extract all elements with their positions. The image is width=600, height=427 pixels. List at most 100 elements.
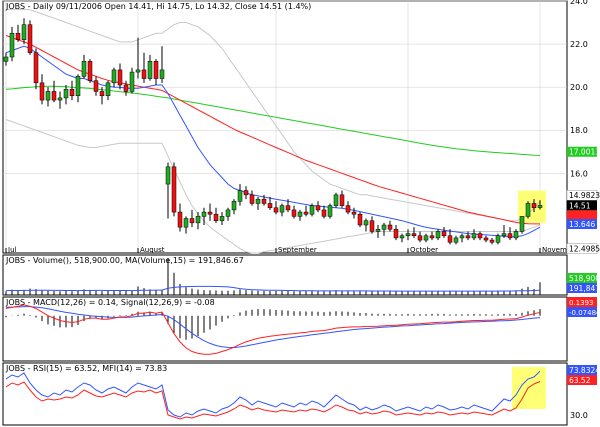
candle-body — [87, 61, 93, 81]
price-y-tick-label: 22.0 — [570, 40, 588, 49]
candle-body — [177, 211, 183, 228]
candle-body — [207, 211, 213, 215]
price-x-ticks: Jul August September October November — [5, 246, 579, 254]
price-right-label-box — [567, 200, 597, 211]
candle-body — [399, 235, 405, 239]
candle-body — [477, 233, 483, 239]
candle-body — [9, 33, 15, 58]
candle-body — [63, 89, 69, 99]
candle-body — [273, 207, 279, 213]
candle-body — [387, 224, 393, 230]
candle-body — [93, 80, 99, 92]
candle-body — [243, 190, 249, 196]
bollinger-upper-line — [6, 9, 541, 222]
candle-body — [423, 235, 429, 241]
price-y-tick-label: 24.0 — [570, 0, 588, 6]
macd-lines — [5, 304, 541, 355]
price-plot-area — [2, 0, 568, 254]
candle-body — [315, 205, 321, 211]
candle-body — [417, 235, 423, 241]
candle-body — [297, 211, 303, 217]
candle-body — [213, 213, 219, 221]
candle-body — [339, 194, 345, 206]
candle-body — [129, 71, 135, 92]
candle-body — [351, 211, 357, 215]
volume-plot-area — [2, 254, 568, 296]
candle-body — [525, 203, 531, 217]
rsi-y-ticks: 30.0 — [570, 411, 588, 420]
price-y-tick-label: 16.0 — [570, 169, 588, 178]
candle-body — [495, 235, 501, 243]
candle-body — [369, 220, 375, 232]
candle-body — [531, 203, 537, 209]
candle-body — [537, 205, 543, 208]
candle-body — [363, 220, 369, 226]
price-grid — [3, 0, 567, 253]
candle-body — [75, 76, 81, 97]
candle-body — [159, 69, 165, 79]
candle-body — [429, 235, 435, 239]
candle-body — [225, 209, 231, 217]
macd-right-labels: 0.1393 -0.074848 — [567, 297, 600, 317]
price-y-tick-label: 18.0 — [570, 126, 588, 135]
candle-body — [69, 89, 75, 97]
candle-body — [57, 97, 63, 101]
candle-body — [3, 56, 9, 62]
rsi-highlight-rect — [512, 367, 546, 409]
rsi-right-label: 73.8324 — [569, 366, 600, 375]
price-y-ticks: 24.0 22.0 20.0 18.0 16.0 — [570, 0, 588, 178]
candle-body — [381, 224, 387, 230]
candle-body — [309, 205, 315, 215]
candle-body — [303, 211, 309, 215]
candle-body — [489, 239, 495, 243]
volume-header: JOBS - Volume(), 518,900.00, MA(Volume,1… — [5, 256, 244, 265]
mfi-line — [5, 370, 541, 418]
macd-histogram — [5, 309, 541, 340]
price-right-label: 12.4985 — [569, 245, 600, 254]
price-x-tick-label: November — [542, 246, 579, 254]
macd-right-label-box — [567, 297, 597, 307]
candle-body — [27, 24, 33, 53]
rsi-header: JOBS - RSI(15) = 63.52, MFI(14) = 73.83 — [5, 364, 167, 373]
rsi-right-label-box — [567, 365, 597, 375]
price-y-tick-label: 20.0 — [570, 83, 588, 92]
candle-body — [33, 52, 39, 84]
price-right-label: 13.646 — [569, 220, 595, 229]
volume-ma-line — [5, 285, 541, 292]
macd-header: JOBS - MACD(12,26) = 0.14, Signal(12,26,… — [5, 298, 215, 307]
candle-body — [483, 237, 489, 241]
candle-body — [435, 231, 441, 239]
candle-body — [219, 216, 225, 221]
candle-body — [183, 218, 189, 228]
price-panel: 24.0 22.0 20.0 18.0 16.0 Jul August September O… — [2, 0, 600, 254]
candle-body — [249, 194, 255, 204]
candle-body — [231, 201, 237, 211]
price-header: JOBS - Daily 09/11/2006 Open 14.41, Hi 1… — [5, 2, 311, 11]
candle-body — [333, 194, 339, 206]
rsi-line — [5, 381, 541, 420]
price-right-label-box — [567, 210, 597, 221]
candle-body — [411, 233, 417, 237]
candle-body — [189, 218, 195, 224]
price-right-label: 17.0013 — [569, 148, 600, 157]
candle-body — [453, 237, 459, 243]
candle-body — [279, 205, 285, 213]
candle-body — [45, 91, 51, 101]
ma-mid-line — [5, 35, 540, 225]
candle-body — [201, 211, 207, 217]
price-right-label-box — [566, 189, 598, 201]
rsi-mfi-lines — [5, 370, 541, 420]
rsi-y-tick-label: 30.0 — [570, 411, 588, 420]
candle-body — [111, 69, 117, 84]
candle-body — [501, 233, 507, 237]
candle-body — [465, 235, 471, 239]
macd-right-label-box — [567, 307, 597, 317]
candle-body — [51, 91, 57, 101]
volume-bars — [5, 258, 541, 295]
candle-body — [261, 198, 267, 204]
price-right-label-box — [566, 243, 598, 254]
rsi-highlight-box — [512, 367, 546, 409]
